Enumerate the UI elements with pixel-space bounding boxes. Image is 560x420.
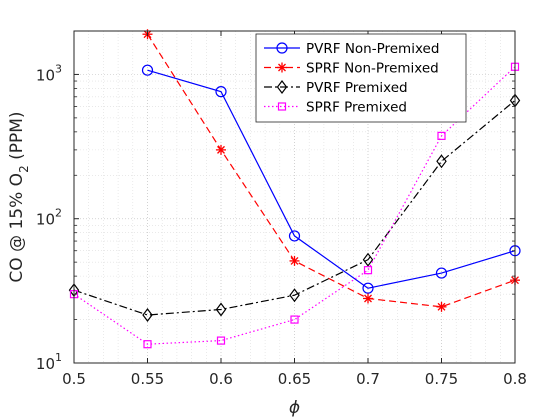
legend-box (255, 33, 467, 123)
x-tick-label: 0.5 (62, 370, 86, 388)
legend-label: PVRF Non-Premixed (306, 41, 439, 57)
legend-marker-asterisk-stroke (278, 63, 286, 72)
y-tick-label: 102 (36, 207, 62, 229)
legend-label: PVRF Premixed (306, 80, 408, 96)
x-tick-label: 0.65 (278, 370, 311, 388)
y-tick-label-base: 10 (36, 66, 55, 84)
legend-marker-diamond (276, 80, 288, 94)
data-point-diamond (142, 308, 153, 323)
data-point-circle (362, 282, 374, 294)
data-point-diamond (215, 302, 227, 317)
y-axis-label-subscript: 2 (17, 165, 31, 173)
data-point-asterisk (436, 301, 447, 312)
data-point-asterisk (216, 144, 226, 155)
data-point-asterisk (363, 293, 373, 304)
y-tick-label-exponent: 1 (55, 351, 62, 364)
data-point-square (216, 336, 226, 345)
legend-marker-square (277, 102, 287, 111)
y-tick-label-base: 10 (36, 355, 55, 373)
x-tick-label: 0.7 (356, 370, 380, 388)
y-axis-label: CO @ 15% O2 (PPM) (7, 111, 31, 282)
legend: PVRF Non-Premixed SPRF Non-Premixed PVRF P… (255, 33, 467, 123)
data-point-diamond (362, 252, 374, 267)
data-point-square (363, 266, 373, 275)
x-axis-label: ϕ (289, 398, 300, 418)
legend-marker-asterisk (277, 62, 287, 73)
data-point-diamond (289, 288, 300, 303)
series-line (147, 69, 516, 289)
series-line (146, 33, 516, 308)
series-line (73, 66, 516, 345)
data-point-circle (141, 64, 154, 76)
legend-marker-circle (276, 42, 288, 54)
y-axis-label-prefix: CO @ 15% O (7, 173, 27, 283)
y-axis-label-suffix: (PPM) (7, 111, 27, 165)
series-2 (68, 93, 521, 323)
data-point-circle (288, 230, 301, 242)
y-tick-label-exponent: 2 (55, 207, 62, 220)
x-tick-label: 0.55 (131, 370, 164, 388)
data-point-square (143, 340, 152, 349)
series-line (73, 100, 516, 316)
x-tick-label: 0.8 (503, 370, 527, 388)
data-point-asterisk-stroke (437, 302, 446, 311)
data-point-asterisk-stroke (364, 294, 372, 303)
y-tick-label-exponent: 3 (55, 62, 62, 75)
x-tick-label: 0.6 (209, 370, 233, 388)
data-point-diamond (436, 154, 447, 169)
legend-label: SPRF Non-Premixed (306, 61, 439, 77)
y-tick-label: 103 (36, 62, 62, 84)
data-point-asterisk-stroke (217, 145, 225, 154)
legend-label: SPRF Premixed (306, 100, 407, 116)
y-tick-label-base: 10 (36, 211, 55, 229)
data-point-asterisk-stroke (290, 256, 299, 265)
data-point-square (437, 131, 446, 140)
y-tick-label: 101 (36, 351, 62, 373)
data-point-circle (215, 86, 227, 98)
data-point-circle (435, 267, 448, 279)
x-tick-label: 0.75 (425, 370, 458, 388)
data-point-square (290, 315, 299, 324)
data-point-asterisk (289, 255, 300, 266)
